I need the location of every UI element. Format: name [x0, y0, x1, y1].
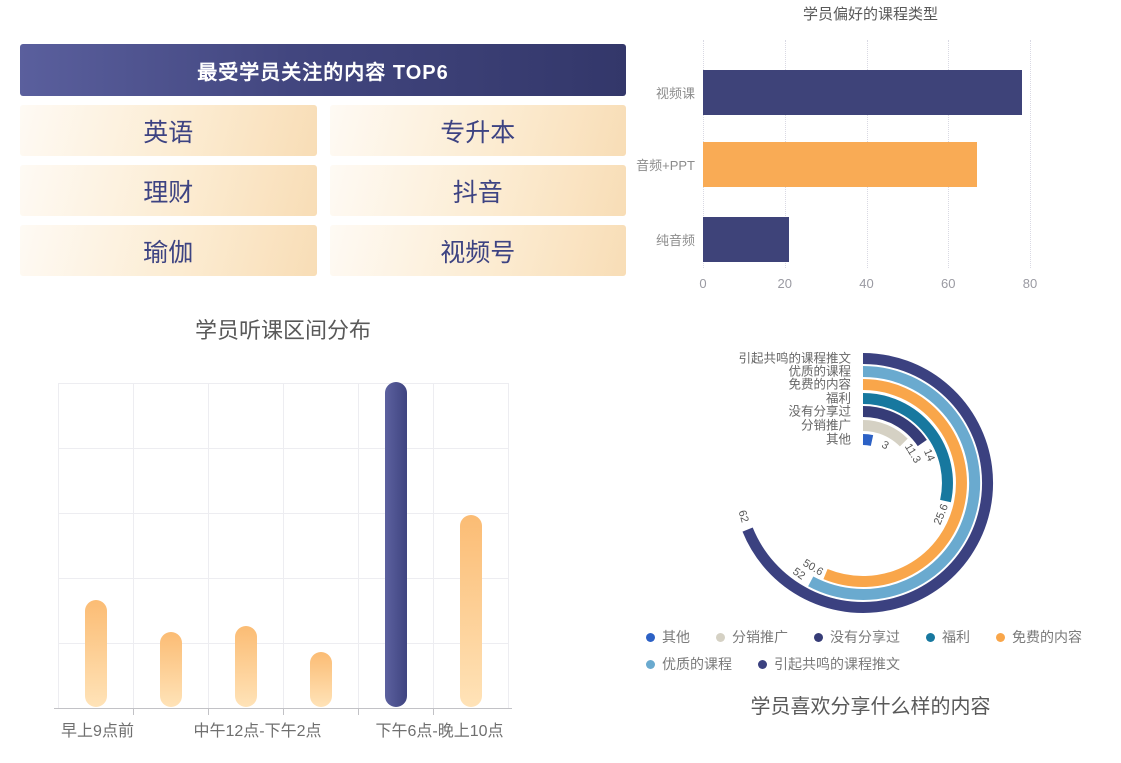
gridline — [58, 383, 59, 708]
legend-item: 免费的内容 — [996, 627, 1082, 647]
ring-category-label: 福利 — [826, 391, 851, 406]
radial-ring — [862, 434, 874, 446]
ring-value-label: 3 — [879, 439, 890, 452]
top6-item: 瑜伽 — [20, 225, 317, 276]
bar — [384, 382, 407, 707]
bar — [234, 626, 257, 707]
x-axis-label: 中午12点-下午2点 — [193, 723, 322, 740]
legend-item: 没有分享过 — [814, 627, 900, 647]
bar — [703, 217, 789, 262]
radial-ring — [742, 353, 994, 613]
legend-item: 分销推广 — [716, 627, 788, 647]
share-content-legend: 其他 分销推广 没有分享过 福利 免费的内容优质的课程 引起共鸣的课程推文 — [632, 627, 1118, 674]
bar — [84, 600, 107, 707]
x-axis-tick-label: 40 — [859, 276, 874, 291]
x-axis-tick — [283, 709, 284, 715]
bar — [459, 515, 482, 707]
legend-dot-icon — [646, 632, 655, 642]
share-content-chart: 3其他11.3分销推广14没有分享过25.6福利50.6免费的内容52优质的课程… — [736, 351, 994, 613]
ring-category-label: 分销推广 — [801, 419, 851, 433]
ring-value-label: 14 — [921, 447, 937, 463]
gridline — [1030, 40, 1031, 268]
gridline — [58, 513, 508, 514]
bar — [309, 652, 332, 707]
legend-dot-icon — [996, 632, 1005, 642]
gridline — [508, 383, 509, 708]
ring-value-label: 62 — [736, 509, 751, 524]
legend-item: 其他 — [646, 627, 690, 647]
x-axis-tick-label: 20 — [777, 276, 792, 291]
share-content-chart-title: 学员喜欢分享什么样的内容 — [750, 696, 991, 718]
top6-item: 理财 — [20, 165, 317, 216]
gridline — [358, 383, 359, 708]
top6-item: 专升本 — [329, 105, 626, 156]
gridline — [58, 643, 508, 644]
gridline — [58, 383, 508, 384]
radial-ring — [862, 420, 908, 447]
legend-item: 福利 — [926, 627, 970, 647]
gridline — [433, 383, 434, 708]
legend-label: 福利 — [942, 629, 970, 645]
legend-label: 其他 — [662, 629, 690, 645]
legend-dot-icon — [758, 659, 767, 669]
legend-label: 免费的内容 — [1012, 629, 1082, 645]
x-axis-line — [54, 708, 512, 709]
ring-category-label: 其他 — [826, 433, 852, 447]
legend-label: 没有分享过 — [830, 629, 900, 645]
gridline — [58, 578, 508, 579]
legend-label: 分销推广 — [732, 629, 788, 645]
category-label: 音频+PPT — [636, 158, 695, 173]
legend-dot-icon — [814, 632, 823, 642]
radial-ring — [862, 405, 927, 447]
x-axis-tick — [358, 709, 359, 715]
top6-item: 抖音 — [329, 165, 626, 216]
x-axis-tick-label: 60 — [941, 276, 956, 291]
x-axis-tick-label: 0 — [699, 276, 707, 291]
category-label: 视频课 — [655, 86, 695, 101]
ring-value-label: 11.3 — [902, 442, 923, 466]
legend-dot-icon — [646, 659, 655, 669]
ring-value-label: 52 — [790, 566, 807, 583]
radial-ring — [862, 393, 953, 503]
legend-dot-icon — [716, 632, 725, 642]
top6-grid: 英语 专升本 理财 抖音 瑜伽 视频号 — [20, 105, 626, 276]
gridline — [283, 383, 284, 708]
course-type-chart-title: 学员偏好的课程类型 — [802, 6, 938, 23]
bar — [703, 70, 1022, 115]
x-axis-label: 早上9点前 — [61, 723, 134, 740]
ring-category-label: 免费的内容 — [788, 377, 851, 392]
legend-label: 优质的课程 — [662, 656, 732, 672]
x-axis-label: 下午6点-晚上10点 — [375, 723, 504, 740]
x-axis-tick-label: 80 — [1022, 276, 1038, 291]
top6-panel: 最受学员关注的内容 TOP6 英语 专升本 理财 抖音 瑜伽 视频号 — [20, 44, 626, 276]
top6-title: 最受学员关注的内容 TOP6 — [20, 44, 626, 96]
top6-item: 英语 — [20, 105, 317, 156]
legend-dot-icon — [926, 632, 935, 642]
top6-item: 视频号 — [329, 225, 626, 276]
ring-category-label: 没有分享过 — [788, 404, 851, 419]
gridline — [208, 383, 209, 708]
gridline — [58, 448, 508, 449]
legend-item: 引起共鸣的课程推文 — [758, 654, 900, 674]
x-axis-tick — [133, 709, 134, 715]
bar — [703, 142, 977, 187]
listen-time-chart-title: 学员听课区间分布 — [194, 318, 371, 343]
ring-category-label: 优质的课程 — [788, 364, 851, 379]
bar — [159, 632, 182, 707]
legend-item: 优质的课程 — [646, 654, 732, 674]
legend-label: 引起共鸣的课程推文 — [774, 656, 900, 672]
listen-time-plot — [54, 382, 512, 715]
x-axis-tick — [433, 709, 434, 715]
course-type-chart: 学员偏好的课程类型 0 20 40 60 80 视频课音频+PPT 纯音频 — [620, 0, 1121, 300]
category-label: 纯音频 — [655, 233, 695, 248]
ring-category-label: 引起共鸣的课程推文 — [738, 351, 851, 366]
radial-ring — [808, 366, 981, 600]
gridline — [133, 383, 134, 708]
listen-time-chart: 学员听课区间分布 早上9点前 中午12点-下午2点 下午6点-晚上10点 — [0, 305, 620, 763]
x-axis-tick — [208, 709, 209, 715]
radial-ring — [823, 379, 967, 587]
